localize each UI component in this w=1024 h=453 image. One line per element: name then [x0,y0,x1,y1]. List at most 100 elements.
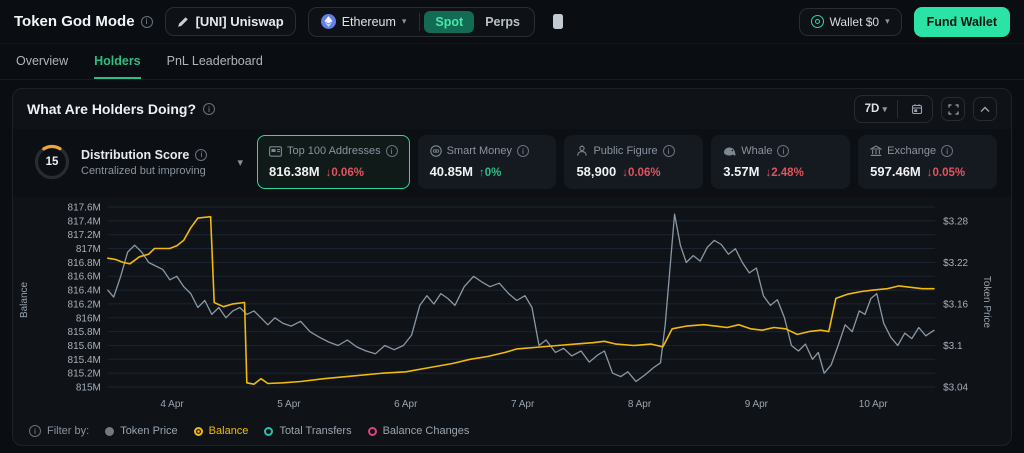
network-dropdown[interactable]: Ethereum ▾ [312,11,416,32]
card-value: 40.85M [430,164,473,179]
card-change: ↓0.05% [927,167,965,179]
token-selector[interactable]: [UNI] Uniswap [165,7,296,36]
card-exchange[interactable]: Exchange i 597.46M ↓0.05% [858,135,997,189]
legend-item-total-transfers[interactable]: Total Transfers [264,425,351,437]
info-icon[interactable]: i [941,145,953,157]
chart-legend: i Filter by: Token Price Balance Total Tra… [13,419,1011,441]
whale-icon [723,146,736,157]
mobile-view-button[interactable] [547,9,569,35]
svg-text:817.4M: 817.4M [68,216,101,227]
svg-text:10 Apr: 10 Apr [859,399,889,410]
info-icon[interactable]: i [777,145,789,157]
info-icon[interactable]: i [386,145,398,157]
tab-overview[interactable]: Overview [16,44,68,79]
distribution-score-title: Distribution Score [81,148,189,162]
app-title-text: Token God Mode [14,13,135,30]
network-label: Ethereum [342,15,396,29]
svg-text:815.6M: 815.6M [68,341,101,352]
tab-holders[interactable]: Holders [94,44,141,79]
top-bar: Token God Mode i [UNI] Uniswap Ethereum … [0,0,1024,44]
card-change: ↑0% [479,167,501,179]
svg-text:$3.1: $3.1 [943,341,963,352]
info-icon[interactable]: i [141,16,153,28]
distribution-score-value: 15 [33,143,71,181]
bank-icon [870,145,882,157]
distribution-score-subtitle: Centralized but improving [81,165,227,177]
svg-text:817.2M: 817.2M [68,230,101,241]
range-dropdown[interactable]: 7D ▾ [861,103,887,115]
svg-text:$3.22: $3.22 [943,258,968,269]
chevron-down-icon: ▾ [885,16,890,27]
card-value: 597.46M [870,164,921,179]
svg-text:816.8M: 816.8M [68,258,101,269]
svg-text:816.6M: 816.6M [68,272,101,283]
fullscreen-icon [948,104,959,115]
divider [897,100,898,118]
svg-text:815.2M: 815.2M [68,369,101,380]
svg-text:$3.28: $3.28 [943,216,968,227]
svg-text:8 Apr: 8 Apr [628,399,652,410]
info-icon: i [29,425,41,437]
pencil-icon [177,16,189,28]
fund-wallet-button[interactable]: Fund Wallet [914,7,1010,37]
legend-item-label: Balance Changes [383,425,470,437]
svg-text:816.4M: 816.4M [68,286,101,297]
card-change: ↓2.48% [765,167,803,179]
svg-text:7 Apr: 7 Apr [511,399,535,410]
stat-cards-row: 15 Distribution Score i Centralized but … [13,129,1011,197]
legend-item-balance[interactable]: Balance [194,425,249,437]
info-icon[interactable]: i [517,145,529,157]
card-label: Top 100 Addresses [287,145,381,157]
svg-text:816M: 816M [76,313,101,324]
legend-item-token-price[interactable]: Token Price [105,425,177,437]
token-pill-label: [UNI] Uniswap [196,14,284,29]
filter-by-label: i Filter by: [29,425,89,437]
legend-radio-icon [105,427,114,436]
calendar-icon[interactable] [908,100,926,118]
svg-text:$3.04: $3.04 [943,382,968,393]
legend-radio-icon [194,427,203,436]
panel-title-text: What Are Holders Doing? [27,101,196,117]
chevron-down-icon[interactable]: ▾ [237,156,243,169]
app-title: Token God Mode i [14,13,153,30]
wallet-dropdown[interactable]: Wallet $0 ▾ [799,8,902,36]
legend-item-balance-changes[interactable]: Balance Changes [368,425,470,437]
wallet-icon [811,15,824,28]
public-figure-icon [576,145,588,157]
distribution-score-text: Distribution Score i Centralized but imp… [81,148,227,177]
info-icon[interactable]: i [203,103,215,115]
tab-perps[interactable]: Perps [474,11,531,33]
svg-text:815.8M: 815.8M [68,327,101,338]
info-icon[interactable]: i [195,149,207,161]
tab-pnl-leaderboard[interactable]: PnL Leaderboard [167,44,263,79]
card-public-figure[interactable]: Public Figure i 58,900 ↓0.06% [564,135,703,189]
card-smart-money[interactable]: Smart Money i 40.85M ↑0% [418,135,557,189]
card-change: ↓0.06% [326,167,364,179]
date-range-control: 7D ▾ [854,95,933,123]
divider [419,13,420,31]
right-axis-title: Token Price [981,276,992,329]
card-top-100-addresses[interactable]: Top 100 Addresses i 816.38M ↓0.06% [257,135,410,189]
ethereum-icon [321,14,336,29]
info-icon[interactable]: i [663,145,675,157]
tab-spot[interactable]: Spot [424,11,474,33]
panel-header: What Are Holders Doing? i 7D ▾ [13,89,1011,129]
panel-title: What Are Holders Doing? i [27,101,215,117]
distribution-score-card[interactable]: 15 Distribution Score i Centralized but … [27,135,249,189]
svg-text:4 Apr: 4 Apr [160,399,184,410]
distribution-score-gauge: 15 [33,143,71,181]
holders-panel: What Are Holders Doing? i 7D ▾ [12,88,1012,446]
card-value: 58,900 [576,164,616,179]
legend-radio-icon [368,427,377,436]
svg-text:816.2M: 816.2M [68,299,101,310]
holders-chart: 817.6M817.4M817.2M817M816.8M816.6M816.4M… [13,197,1011,419]
fullscreen-button[interactable] [941,97,965,121]
svg-text:815.4M: 815.4M [68,355,101,366]
chevron-up-icon [980,106,990,113]
collapse-panel-button[interactable] [973,97,997,121]
legend-item-label: Token Price [120,425,177,437]
svg-text:6 Apr: 6 Apr [394,399,418,410]
wallet-card-icon [269,146,282,157]
svg-text:817M: 817M [76,244,101,255]
card-whale[interactable]: Whale i 3.57M ↓2.48% [711,135,850,189]
